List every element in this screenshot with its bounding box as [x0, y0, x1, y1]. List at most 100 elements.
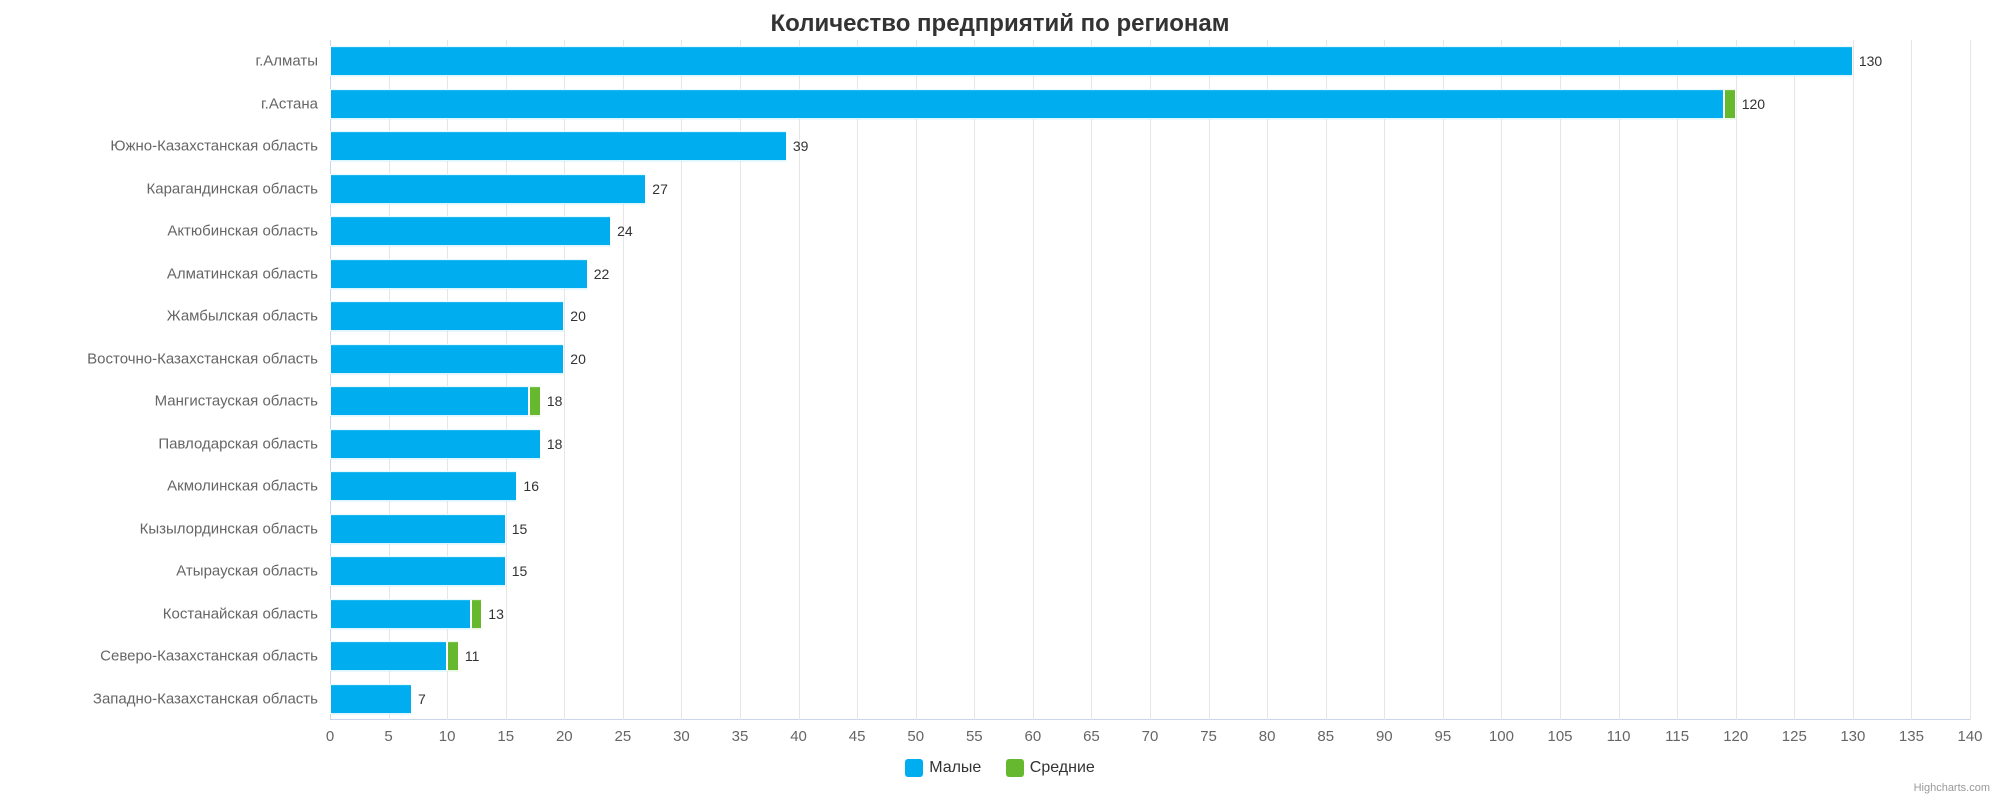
data-label: 18	[547, 436, 563, 452]
bar-small[interactable]	[330, 174, 646, 204]
bar-small[interactable]	[330, 429, 541, 459]
x-tick-label: 10	[439, 728, 456, 745]
data-label: 20	[570, 308, 586, 324]
x-tick-label: 120	[1723, 728, 1748, 745]
x-tick-label: 135	[1899, 728, 1924, 745]
data-label: 24	[617, 223, 633, 239]
bar-small[interactable]	[330, 344, 564, 374]
x-tick-label: 0	[326, 728, 334, 745]
x-tick-label: 5	[384, 728, 392, 745]
x-tick-label: 110	[1607, 728, 1631, 745]
chart-container: Количество предприятий по регионам 0 5 10 1…	[0, 0, 2000, 800]
table-row: Северо-Казахстанская область11	[330, 635, 1970, 678]
category-label: Актюбинская область	[167, 223, 318, 240]
table-row: Мангистауская область18	[330, 380, 1970, 423]
category-label: Мангистауская область	[155, 393, 318, 410]
x-tick-label: 130	[1840, 728, 1865, 745]
x-tick-label: 80	[1259, 728, 1276, 745]
table-row: Павлодарская область18	[330, 423, 1970, 466]
x-tick-label: 85	[1317, 728, 1334, 745]
x-tick-label: 50	[907, 728, 924, 745]
bar-medium[interactable]	[471, 599, 483, 629]
table-row: Кызылординская область15	[330, 508, 1970, 551]
data-label: 20	[570, 351, 586, 367]
bar-small[interactable]	[330, 131, 787, 161]
table-row: Жамбылская область20	[330, 295, 1970, 338]
chart-title: Количество предприятий по регионам	[0, 10, 2000, 38]
data-label: 22	[594, 266, 610, 282]
bar-small[interactable]	[330, 641, 447, 671]
data-label: 39	[793, 138, 809, 154]
table-row: Атырауская область15	[330, 550, 1970, 593]
x-tick-label: 75	[1200, 728, 1217, 745]
bar-small[interactable]	[330, 386, 529, 416]
category-label: Западно-Казахстанская область	[93, 690, 318, 707]
x-tick-label: 45	[849, 728, 866, 745]
data-label: 18	[547, 393, 563, 409]
x-tick-label: 100	[1489, 728, 1514, 745]
data-label: 15	[512, 521, 528, 537]
bar-medium[interactable]	[1724, 89, 1736, 119]
x-tick-label: 90	[1376, 728, 1393, 745]
bar-small[interactable]	[330, 599, 471, 629]
bar-small[interactable]	[330, 259, 588, 289]
table-row: Восточно-Казахстанская область20	[330, 338, 1970, 381]
data-label: 27	[652, 181, 668, 197]
x-tick-label: 40	[790, 728, 807, 745]
legend-item-small[interactable]: Малые	[905, 759, 981, 777]
x-tick-label: 60	[1025, 728, 1042, 745]
data-label: 120	[1742, 96, 1765, 112]
data-label: 16	[523, 478, 539, 494]
x-tick-label: 30	[673, 728, 690, 745]
category-label: Павлодарская область	[158, 435, 318, 452]
legend-label-medium: Средние	[1030, 759, 1095, 777]
legend: Малые Средние	[0, 759, 2000, 782]
table-row: Южно-Казахстанская область39	[330, 125, 1970, 168]
table-row: г.Астана120	[330, 83, 1970, 126]
data-label: 13	[488, 606, 504, 622]
grid-line	[1970, 40, 1971, 720]
bar-small[interactable]	[330, 216, 611, 246]
x-tick-label: 95	[1435, 728, 1452, 745]
x-tick-label: 25	[615, 728, 632, 745]
bar-small[interactable]	[330, 471, 517, 501]
bar-small[interactable]	[330, 556, 506, 586]
bar-medium[interactable]	[529, 386, 541, 416]
category-label: Жамбылская область	[167, 308, 318, 325]
legend-label-small: Малые	[929, 759, 981, 777]
category-label: г.Астана	[261, 95, 318, 112]
table-row: Карагандинская область27	[330, 168, 1970, 211]
bar-medium[interactable]	[447, 641, 459, 671]
bar-small[interactable]	[330, 514, 506, 544]
category-label: Кызылординская область	[140, 520, 318, 537]
x-tick-label: 65	[1083, 728, 1100, 745]
table-row: Акмолинская область16	[330, 465, 1970, 508]
x-tick-label: 15	[497, 728, 514, 745]
category-label: Восточно-Казахстанская область	[87, 350, 318, 367]
x-tick-label: 125	[1782, 728, 1807, 745]
bar-small[interactable]	[330, 301, 564, 331]
data-label: 15	[512, 563, 528, 579]
table-row: г.Алматы130	[330, 40, 1970, 83]
table-row: Актюбинская область24	[330, 210, 1970, 253]
table-row: Алматинская область22	[330, 253, 1970, 296]
category-label: Алматинская область	[167, 265, 318, 282]
x-tick-label: 105	[1547, 728, 1572, 745]
bar-small[interactable]	[330, 46, 1853, 76]
data-label: 130	[1859, 53, 1882, 69]
x-tick-label: 70	[1142, 728, 1159, 745]
x-tick-label: 35	[732, 728, 749, 745]
category-label: Северо-Казахстанская область	[100, 648, 318, 665]
x-tick-label: 55	[966, 728, 983, 745]
bar-small[interactable]	[330, 684, 412, 714]
legend-swatch-medium	[1006, 759, 1024, 777]
credits-link[interactable]: Highcharts.com	[1914, 782, 1990, 794]
x-tick-label: 115	[1665, 728, 1689, 745]
table-row: Западно-Казахстанская область7	[330, 678, 1970, 721]
category-label: Акмолинская область	[167, 478, 318, 495]
bar-small[interactable]	[330, 89, 1724, 119]
table-row: Костанайская область13	[330, 593, 1970, 636]
category-label: Южно-Казахстанская область	[110, 138, 318, 155]
category-label: Атырауская область	[176, 563, 318, 580]
legend-item-medium[interactable]: Средние	[1006, 759, 1095, 777]
